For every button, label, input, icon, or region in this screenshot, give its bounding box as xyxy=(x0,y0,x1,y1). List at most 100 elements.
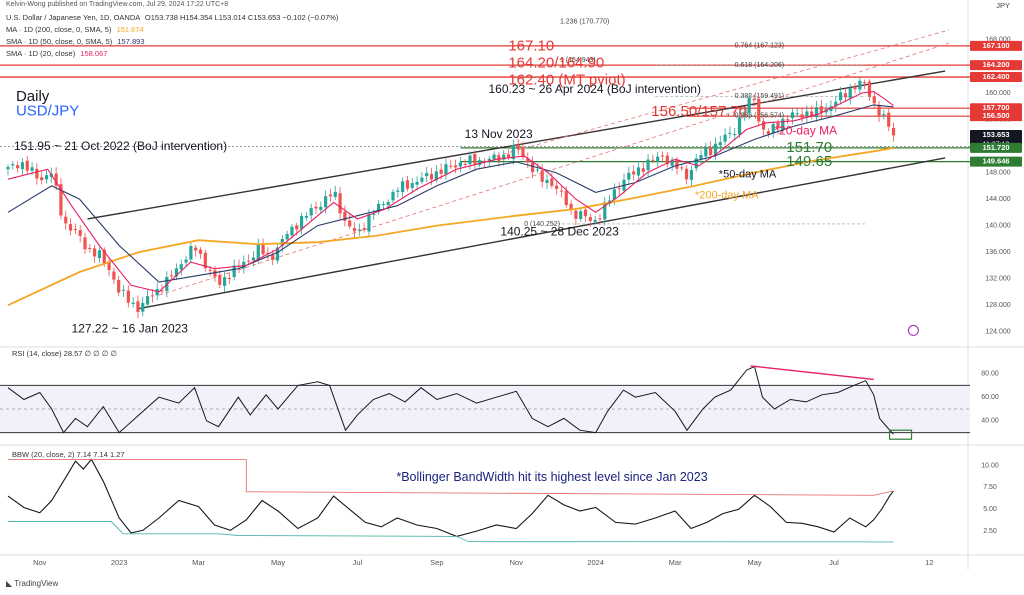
time-tick-label: Nov xyxy=(510,558,524,567)
candle-body xyxy=(805,111,809,117)
candle-body xyxy=(141,302,145,312)
candle-body xyxy=(636,167,641,176)
candle-body xyxy=(121,289,126,291)
candle-body xyxy=(757,98,761,122)
rsi-divergence-line xyxy=(750,365,874,381)
candle-body xyxy=(675,159,679,169)
candle-body xyxy=(20,162,25,170)
candle-body xyxy=(40,177,44,181)
bbw-tick-label: 5.00 xyxy=(983,506,997,513)
candle-body xyxy=(877,104,881,116)
rsi-band xyxy=(0,385,970,433)
candle-body xyxy=(324,196,328,208)
candle-body xyxy=(35,168,39,179)
candle-body xyxy=(771,123,775,134)
legend-main[interactable]: U.S. Dollar / Japanese Yen, 1D, OANDA O1… xyxy=(6,13,338,22)
chart-annotation: Daily xyxy=(16,88,50,105)
candle-body xyxy=(810,111,814,116)
candle-body xyxy=(521,147,525,158)
candle-body xyxy=(309,208,313,216)
price-tick-label: 160.000 xyxy=(985,90,1010,97)
time-tick-label: 12 xyxy=(925,558,933,567)
chart-annotation: *20-day MA xyxy=(774,124,837,138)
candle-body xyxy=(251,257,256,261)
price-axis-badge xyxy=(970,142,1022,153)
candle-body xyxy=(747,97,751,114)
bbw-title: BBW (20, close, 2) 7.14 7.14 1.27 xyxy=(12,450,125,459)
price-tick-label: 144.000 xyxy=(985,196,1010,203)
candle-body xyxy=(453,165,458,168)
candle-body xyxy=(526,158,530,163)
candle-body xyxy=(410,183,414,188)
chart-annotation: 127.22 ~ 16 Jan 2023 xyxy=(72,321,189,335)
time-tick-label: 2024 xyxy=(587,558,604,567)
time-tick-label: Jul xyxy=(353,558,363,567)
candle-body xyxy=(338,193,342,214)
candle-body xyxy=(227,277,231,279)
candle-body xyxy=(617,188,621,190)
channel-mid-dashed-line xyxy=(158,42,950,296)
channel-lower-line xyxy=(138,157,946,310)
candle-body xyxy=(299,216,304,229)
legend-ma50[interactable]: SMA · 1D (50, close, 0, SMA, 5) 157.893 xyxy=(6,37,145,46)
fibonacci-label: 0.382 (159.491) xyxy=(735,93,784,100)
candle-body xyxy=(887,112,891,127)
legend-ma200-value: 151.674 xyxy=(116,25,144,34)
candle-body xyxy=(704,148,708,157)
price-axis-badge-text: 149.646 xyxy=(982,157,1009,166)
candle-body xyxy=(25,160,29,171)
ma-line-sma20 xyxy=(7,91,894,293)
candle-body xyxy=(314,206,318,209)
candle-body xyxy=(256,244,260,260)
time-tick-label: Mar xyxy=(192,558,205,567)
ma-line-sma50 xyxy=(7,104,894,283)
tradingview-logo[interactable]: ◣ TradingView xyxy=(6,579,58,588)
candle-body xyxy=(232,265,236,278)
candle-body xyxy=(487,158,491,161)
candle-body xyxy=(834,101,838,107)
chart-annotation: 140.25 ~ 28 Dec 2023 xyxy=(500,224,619,238)
publisher-line: Kelvin-Wong published on TradingView.com… xyxy=(6,1,229,8)
candle-body xyxy=(848,88,852,99)
rsi-title: RSI (14, close) 28.57 ∅ ∅ ∅ ∅ xyxy=(12,349,117,358)
candle-body xyxy=(723,134,727,142)
candle-body xyxy=(579,211,583,219)
candle-body xyxy=(660,155,665,157)
candle-body xyxy=(598,218,602,220)
price-tick-label: 124.000 xyxy=(985,329,1010,336)
candle-body xyxy=(117,280,121,293)
candle-body xyxy=(742,112,746,116)
bbw-tick-label: 7.50 xyxy=(983,484,997,491)
chart-annotation: 149.65 xyxy=(786,153,832,170)
candle-body xyxy=(545,179,549,183)
candle-body xyxy=(814,107,819,118)
candle-body xyxy=(665,155,669,165)
candle-body xyxy=(386,201,390,206)
price-axis-badge xyxy=(970,72,1022,83)
candle-body xyxy=(396,190,400,192)
time-tick-label: Mar xyxy=(669,558,682,567)
candle-body xyxy=(376,203,381,213)
ma-line-ma200 xyxy=(7,147,894,307)
time-tick-label: Jul xyxy=(829,558,839,567)
price-tick-label: 136.000 xyxy=(985,249,1010,256)
chart-annotation: 162.40 (MT pviot) xyxy=(508,71,625,88)
candle-body xyxy=(612,189,616,200)
candle-body xyxy=(222,277,227,286)
candle-body xyxy=(78,230,82,236)
candle-body xyxy=(790,112,795,119)
candle-body xyxy=(776,122,780,129)
legend-ma50-value: 157.893 xyxy=(117,37,145,46)
legend-ma20[interactable]: SMA · 1D (20, close) 158.067 xyxy=(6,49,107,58)
tradingview-brand: TradingView xyxy=(14,579,59,588)
candle-body xyxy=(449,165,453,167)
candle-body xyxy=(458,162,462,167)
candle-body xyxy=(203,252,207,269)
candle-body xyxy=(699,155,703,159)
alert-marker-icon xyxy=(907,324,919,336)
legend-ma200[interactable]: MA · 1D (200, close, 0, SMA, 5) 151.674 xyxy=(6,25,144,34)
candle-body xyxy=(766,131,770,134)
legend-ma50-label: SMA · 1D (50, close, 0, SMA, 5) xyxy=(6,37,113,46)
candle-body xyxy=(482,160,487,163)
